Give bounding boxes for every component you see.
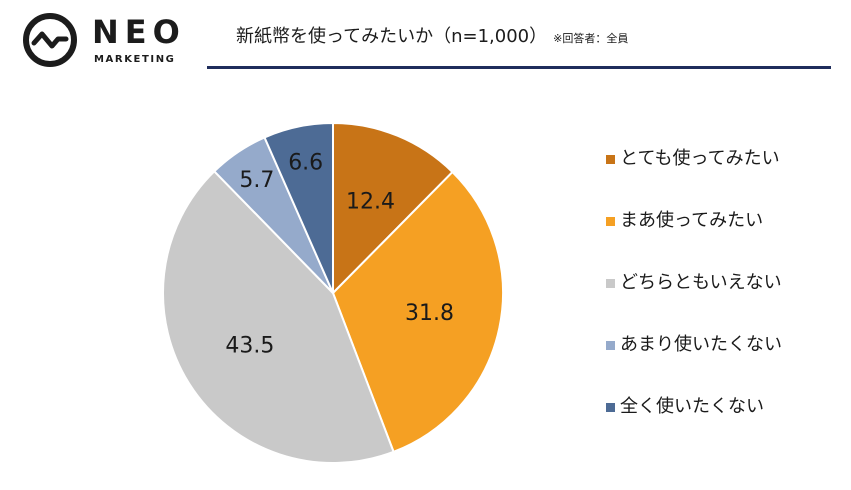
pie-slice-3 [162,169,395,464]
slice-value-label-5: 6.6 [288,151,323,176]
legend-swatch-5 [606,403,615,412]
chart-title: 新紙幣を使ってみたいか（n=1,000） [236,26,548,47]
slice-value-label-4: 5.7 [239,168,274,193]
pie-slice-5 [263,121,334,294]
pie-slice-2 [331,170,504,454]
title-underline [207,66,831,69]
slice-value-label-2: 31.8 [405,301,454,326]
legend-swatch-2 [606,217,615,226]
pie-slice-1 [332,121,454,296]
slice-value-label-3: 43.5 [225,334,274,359]
logo-wordmark: NEO [92,13,186,51]
pie-slice-labels: 12.4 31.8 43.5 5.7 6.6 [225,151,454,359]
pie-chart: 12.4 31.8 43.5 5.7 6.6 [162,121,504,464]
legend-label-2: まあ使ってみたい [620,210,764,231]
pie-slices [162,121,504,464]
logo-subword: MARKETING [94,54,176,65]
legend-swatch-3 [606,279,615,288]
pulse-circle-icon [23,13,77,67]
legend-label-3: どちらともいえない [620,272,782,293]
legend-label-4: あまり使いたくない [620,334,782,355]
respondent-note: ※回答者：全員 [553,32,629,45]
slice-value-label-1: 12.4 [346,189,395,214]
legend-swatch-4 [606,341,615,350]
title-row: 新紙幣を使ってみたいか（n=1,000） ※回答者：全員 [236,22,628,48]
legend-label-1: とても使ってみたい [620,148,780,169]
neo-marketing-logo: NEO MARKETING [22,12,192,72]
legend-swatch-1 [606,155,615,164]
legend-label-5: 全く使いたくない [620,396,764,417]
